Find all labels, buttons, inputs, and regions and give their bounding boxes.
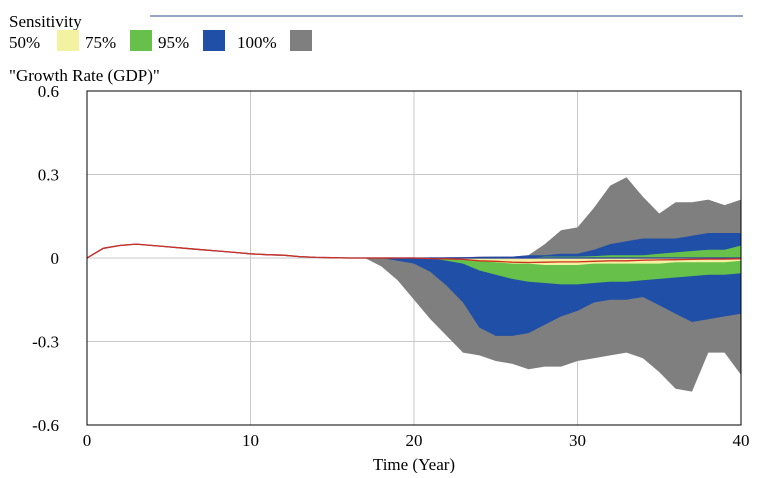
legend-swatch-100pct (290, 30, 312, 51)
legend-label-95pct: 95% (158, 33, 189, 52)
plot-frame (86, 90, 742, 426)
band-50pct (87, 244, 741, 265)
x-tick-label-10: 10 (242, 431, 259, 450)
x-tick-label-0: 0 (83, 431, 92, 450)
y-tick-label-0_3: 0.3 (38, 166, 59, 185)
x-tick-label-30: 30 (569, 431, 586, 450)
legend-swatch-50pct (57, 30, 79, 51)
legend-label-50pct: 50% (9, 33, 40, 52)
line-median (86, 243, 742, 264)
legend-swatch-95pct (203, 30, 225, 51)
sensitivity-bands (87, 177, 741, 392)
legend-items: 50% 75% 95% 100% (9, 30, 312, 52)
axis-ticks: 0 10 20 30 40 0.6 0.3 0 -0.3 -0.6 (32, 82, 749, 450)
x-axis-label: Time (Year) (373, 455, 455, 473)
band-75pct (87, 244, 741, 285)
band-100pct (87, 177, 741, 392)
legend: Sensitivity 50% 75% 95% 100% (9, 12, 743, 52)
y-tick-label-0_6: 0.6 (38, 82, 59, 101)
series-lines (86, 243, 742, 264)
y-tick-label-0: 0 (51, 249, 60, 268)
y-tick-label-m0_6: -0.6 (32, 416, 59, 435)
chart-title: "Growth Rate (GDP)" (9, 66, 160, 85)
y-tick-label-m0_3: -0.3 (32, 333, 59, 352)
legend-label-100pct: 100% (237, 33, 277, 52)
x-tick-label-20: 20 (406, 431, 423, 450)
legend-swatch-75pct (130, 30, 152, 51)
legend-title: Sensitivity (9, 12, 82, 31)
legend-label-75pct: 75% (85, 33, 116, 52)
x-tick-label-40: 40 (733, 431, 750, 450)
